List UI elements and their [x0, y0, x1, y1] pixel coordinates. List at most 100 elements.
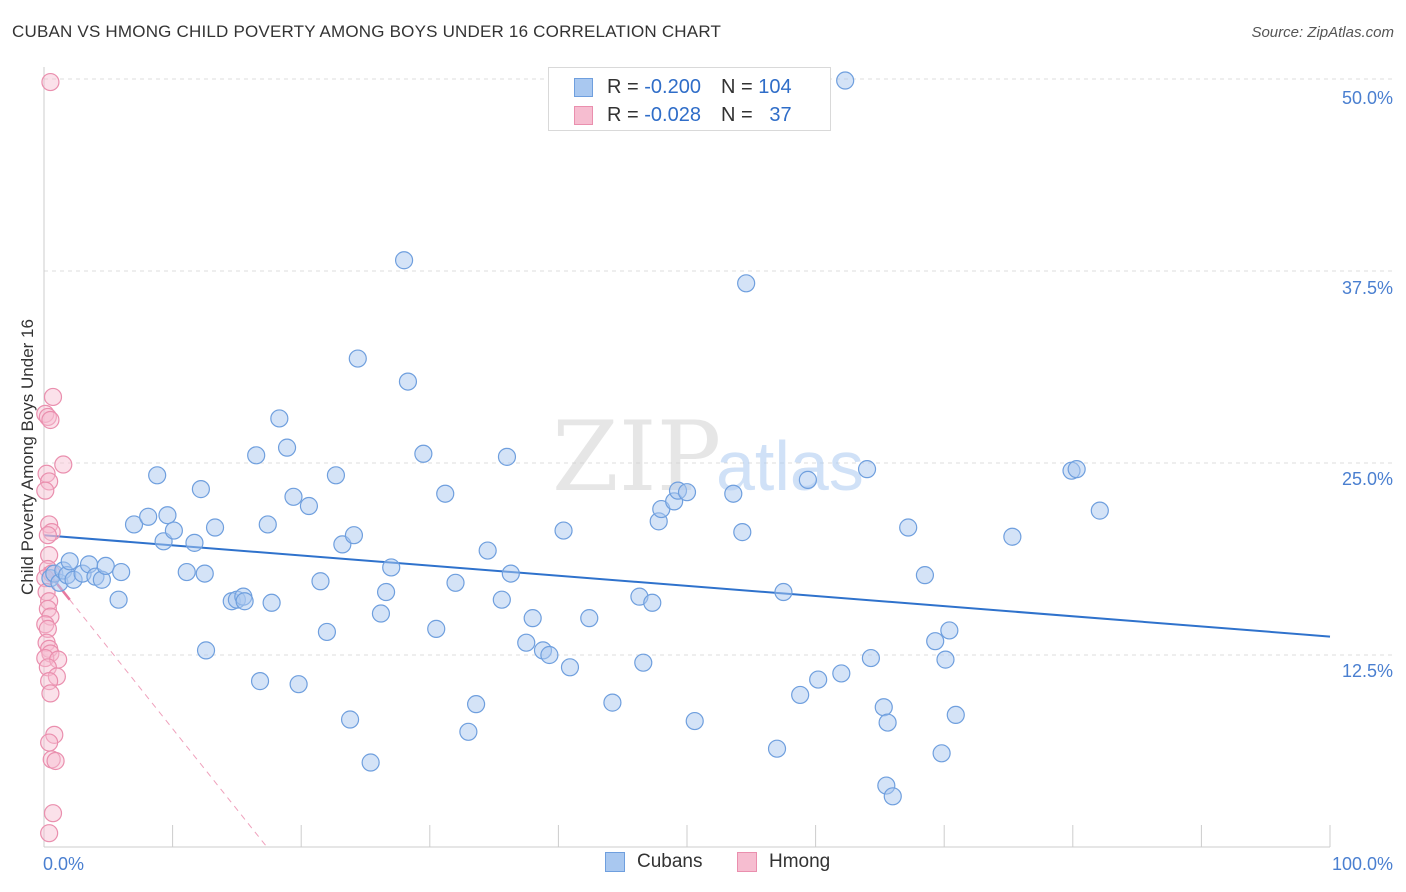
cuban-point — [96, 556, 115, 576]
cuban-point — [394, 251, 414, 270]
n-value: 37 — [758, 103, 792, 126]
cuban-point — [284, 487, 303, 506]
cuban-point — [915, 566, 935, 585]
legend-item-hmong[interactable]: Hmong — [737, 851, 830, 873]
cuban-point — [560, 658, 580, 677]
cuban-point — [883, 787, 902, 806]
cuban-point — [139, 507, 158, 526]
cuban-point — [497, 447, 517, 466]
cuban-point — [191, 480, 210, 499]
watermark-zip: ZIP — [552, 401, 721, 513]
cuban-point — [398, 372, 418, 391]
hmong-point — [38, 619, 57, 638]
cuban-point — [733, 523, 752, 542]
y-tick-label-1: 25.0% — [1342, 469, 1393, 489]
cuban-point — [603, 693, 622, 712]
cuban-point — [580, 609, 599, 628]
cuban-point — [791, 685, 810, 705]
cuban-point — [340, 710, 360, 729]
cuban-point — [946, 705, 965, 725]
cubans-trend-line — [43, 534, 1331, 638]
hmong-point — [40, 472, 59, 491]
cuban-point — [554, 521, 573, 540]
cuban-point — [523, 609, 542, 628]
cuban-point — [767, 739, 787, 758]
cuban-point — [195, 564, 214, 583]
cuban-point — [774, 582, 793, 602]
cuban-point — [164, 521, 183, 540]
cuban-point — [517, 633, 536, 652]
n-value: 104 — [758, 75, 792, 98]
cuban-point — [205, 518, 225, 537]
y-tick-label-3: 50.0% — [1342, 88, 1393, 108]
cuban-point — [124, 515, 144, 534]
stats-row-hmong: R = -0.028 N = 37 — [549, 101, 792, 129]
n-label: N = — [720, 75, 759, 98]
legend: Cubans Hmong — [0, 851, 1406, 879]
cuban-point — [348, 349, 367, 368]
hmong-point — [54, 455, 73, 474]
axes — [43, 67, 1331, 848]
hmong-point — [41, 72, 60, 92]
hmong-point — [38, 526, 57, 545]
cuban-point — [158, 506, 177, 525]
cuban-point — [317, 622, 337, 642]
cubans-legend-icon — [605, 852, 625, 872]
cuban-point — [262, 593, 281, 612]
tick-labels: 0.0% 100.0% 12.5% 25.0% 37.5% 50.0% — [43, 88, 1393, 874]
cuban-point — [809, 670, 828, 689]
hmong-point — [38, 407, 57, 427]
hmong-point — [46, 751, 65, 771]
cuban-point — [289, 675, 308, 694]
cuban-point — [932, 744, 951, 763]
legend-item-cubans[interactable]: Cubans — [605, 851, 703, 873]
n-label: N = — [720, 103, 759, 126]
cuban-point — [466, 695, 486, 714]
cuban-point — [936, 650, 955, 669]
cuban-point — [861, 648, 880, 668]
hmong-point — [41, 410, 60, 430]
chart-title: CUBAN VS HMONG CHILD POVERTY AMONG BOYS … — [12, 22, 722, 41]
r-label: R = — [607, 75, 645, 98]
cuban-point — [446, 573, 465, 592]
cuban-point — [371, 604, 391, 623]
cuban-point — [1090, 501, 1109, 520]
cuban-point — [311, 572, 330, 591]
cuban-point — [247, 446, 266, 465]
cuban-point — [857, 460, 877, 479]
x-tick-label-0: 0.0% — [43, 854, 84, 874]
cuban-point — [270, 409, 289, 428]
cuban-point — [60, 552, 79, 571]
hmong-point — [40, 592, 59, 611]
hmong-point — [40, 546, 59, 565]
cuban-point — [836, 71, 855, 90]
cuban-point — [250, 672, 270, 691]
cuban-point — [878, 713, 897, 732]
cuban-point — [277, 438, 297, 457]
stats-box: R = -0.200 N = 104 R = -0.028 N = 37 — [548, 67, 831, 131]
hmong-swatch-icon — [574, 105, 593, 125]
legend-label-hmong: Hmong — [769, 851, 831, 872]
hmong-point — [41, 684, 60, 703]
hmong-legend-icon — [737, 852, 757, 872]
hmong-point — [36, 481, 55, 500]
hmong-point — [40, 733, 59, 752]
cuban-point — [344, 526, 364, 545]
r-value: -0.200 — [644, 75, 701, 98]
source-label: Source: ZipAtlas.com — [1251, 24, 1394, 41]
cubans-swatch-icon — [574, 77, 593, 97]
cuban-point — [685, 711, 704, 731]
cuban-point — [501, 564, 520, 583]
cuban-point — [492, 590, 511, 609]
cuban-point — [112, 562, 131, 582]
y-tick-label-2: 37.5% — [1342, 278, 1393, 298]
cuban-point — [414, 444, 433, 463]
x-tick-label-1: 100.0% — [1332, 854, 1393, 874]
cuban-point — [427, 619, 446, 638]
cuban-point — [109, 590, 128, 609]
y-axis-label: Child Poverty Among Boys Under 16 — [18, 319, 37, 595]
cuban-point — [643, 593, 662, 612]
hmong-point — [43, 387, 63, 407]
hmong-point — [43, 804, 63, 823]
